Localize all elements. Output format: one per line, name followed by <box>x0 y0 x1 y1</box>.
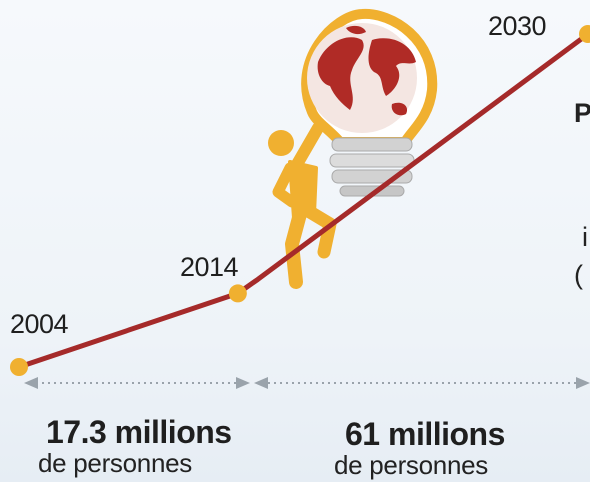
segment-value-2: 61 millions <box>345 416 505 452</box>
clipped-text-p: P <box>574 98 590 128</box>
year-label-2030: 2030 <box>488 11 547 41</box>
data-point-2004 <box>10 358 28 376</box>
year-label-2004: 2004 <box>10 309 69 339</box>
data-point-2030 <box>579 25 590 43</box>
data-point-2014 <box>228 284 247 303</box>
segment-value-1: 17.3 millions <box>46 414 232 450</box>
series-line <box>16 31 590 370</box>
lightbulb-globe-icon <box>301 8 438 197</box>
segment-arrow-2 <box>254 377 590 389</box>
clipped-text-i: i <box>582 222 588 252</box>
year-label-2014: 2014 <box>180 252 239 282</box>
segment-unit-1: de personnes <box>38 448 192 478</box>
climbing-person-icon <box>268 122 337 289</box>
clipped-text-paren: ( <box>574 260 583 290</box>
segment-unit-2: de personnes <box>334 450 488 480</box>
segment-arrow-1 <box>24 377 250 389</box>
